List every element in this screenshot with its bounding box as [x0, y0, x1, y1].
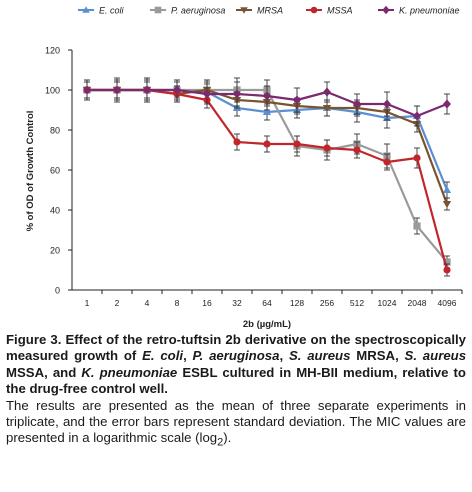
caption-text-part: , — [183, 348, 193, 364]
x-tick-label: 512 — [350, 298, 364, 308]
caption-text-part: MSSA, and — [6, 364, 82, 380]
caption-species-name: E. coli — [142, 348, 184, 364]
series-0-point — [442, 185, 452, 194]
series-3-point — [293, 140, 301, 148]
series-4-point — [83, 85, 91, 95]
x-tick-label: 256 — [320, 298, 334, 308]
x-tick-label: 2 — [115, 298, 120, 308]
x-tick-label: 1 — [85, 298, 90, 308]
series-3-point — [383, 158, 391, 166]
x-tick-label: 32 — [232, 298, 242, 308]
legend-label: K. pneumoniae — [399, 6, 460, 16]
y-tick-label: 80 — [50, 126, 60, 136]
caption-species-name: S. aureus — [288, 348, 351, 364]
caption-text-part: MRSA, — [350, 348, 405, 364]
series-2-point — [322, 104, 332, 113]
y-tick-label: 100 — [45, 86, 60, 96]
caption-species-name: K. pneumoniae — [81, 364, 178, 380]
line-chart: 0 20 40 60 80 100 120 1 2 4 8 16 32 64 128 256 512 1024 20… — [25, 5, 463, 330]
caption-text-part: ESBL cultured in MH-BII medium, relative… — [6, 364, 466, 397]
series-3-point — [323, 144, 331, 152]
series-4-point — [383, 99, 391, 109]
x-tick-label: 64 — [262, 298, 272, 308]
legend-marker — [82, 6, 90, 13]
caption-species-name: P. aeruginosa — [192, 348, 280, 364]
series-3-point — [263, 140, 271, 148]
x-tick-label: 128 — [290, 298, 304, 308]
caption-body-text: The results are presented as the mean of… — [6, 397, 466, 446]
x-tick-label: 4096 — [438, 298, 457, 308]
series-3-point — [413, 154, 421, 162]
series-4-point — [143, 85, 151, 95]
caption-body-subscript: 2 — [217, 437, 224, 450]
legend-label: P. aeruginosa — [171, 6, 225, 16]
caption-body: The results are presented as the mean of… — [6, 398, 466, 452]
y-tick-label: 0 — [55, 286, 60, 296]
y-tick-label: 40 — [50, 206, 60, 216]
caption-body-end: ). — [223, 430, 232, 446]
y-tick-label: 20 — [50, 246, 60, 256]
series-4-point — [233, 89, 241, 99]
series-3-point — [353, 146, 361, 154]
series-4-point — [413, 111, 421, 121]
y-tick-label: 120 — [45, 46, 60, 56]
caption-text-part: Figure 3. Effect of the retro-tuftsin 2b… — [6, 332, 466, 364]
series-2-point — [442, 200, 452, 209]
legend-marker — [382, 5, 390, 15]
legend-marker — [154, 6, 162, 14]
legend-label: MRSA — [257, 6, 283, 16]
x-tick-label: 16 — [202, 298, 212, 308]
legend-label: MSSA — [327, 6, 353, 16]
series-4-point — [263, 91, 271, 101]
x-tick-label: 4 — [145, 298, 150, 308]
series-3-point — [233, 138, 241, 146]
x-tick-label: 1024 — [378, 298, 397, 308]
series-1-point — [443, 258, 451, 266]
series-4-point — [323, 87, 331, 97]
legend-marker — [240, 7, 248, 14]
caption-title: Figure 3. Effect of the retro-tuftsin 2b… — [6, 332, 466, 398]
series-4-point — [113, 85, 121, 95]
series-4-point — [443, 99, 451, 109]
legend-marker — [310, 6, 318, 14]
series-4-point — [353, 99, 361, 109]
series-3-point — [443, 266, 451, 274]
figure-caption: Figure 3. Effect of the retro-tuftsin 2b… — [6, 332, 466, 451]
y-axis-title: % of OD of Growth Control — [25, 111, 36, 232]
series-0-point — [262, 107, 272, 116]
series-4-point — [293, 95, 301, 105]
x-tick-label: 2048 — [408, 298, 427, 308]
caption-species-name: S. aureus — [404, 348, 467, 364]
y-tick-label: 60 — [50, 166, 60, 176]
x-tick-label: 8 — [175, 298, 180, 308]
caption-text-part: , — [279, 348, 289, 364]
series-4-point — [203, 89, 211, 99]
series-4-point — [173, 85, 181, 95]
series-1-point — [413, 222, 421, 230]
figure-panel: 0 20 40 60 80 100 120 1 2 4 8 16 32 64 128 256 512 1024 20… — [25, 5, 463, 330]
x-axis-title: 2b (µg/mL) — [243, 319, 291, 330]
legend-label: E. coli — [99, 6, 125, 16]
